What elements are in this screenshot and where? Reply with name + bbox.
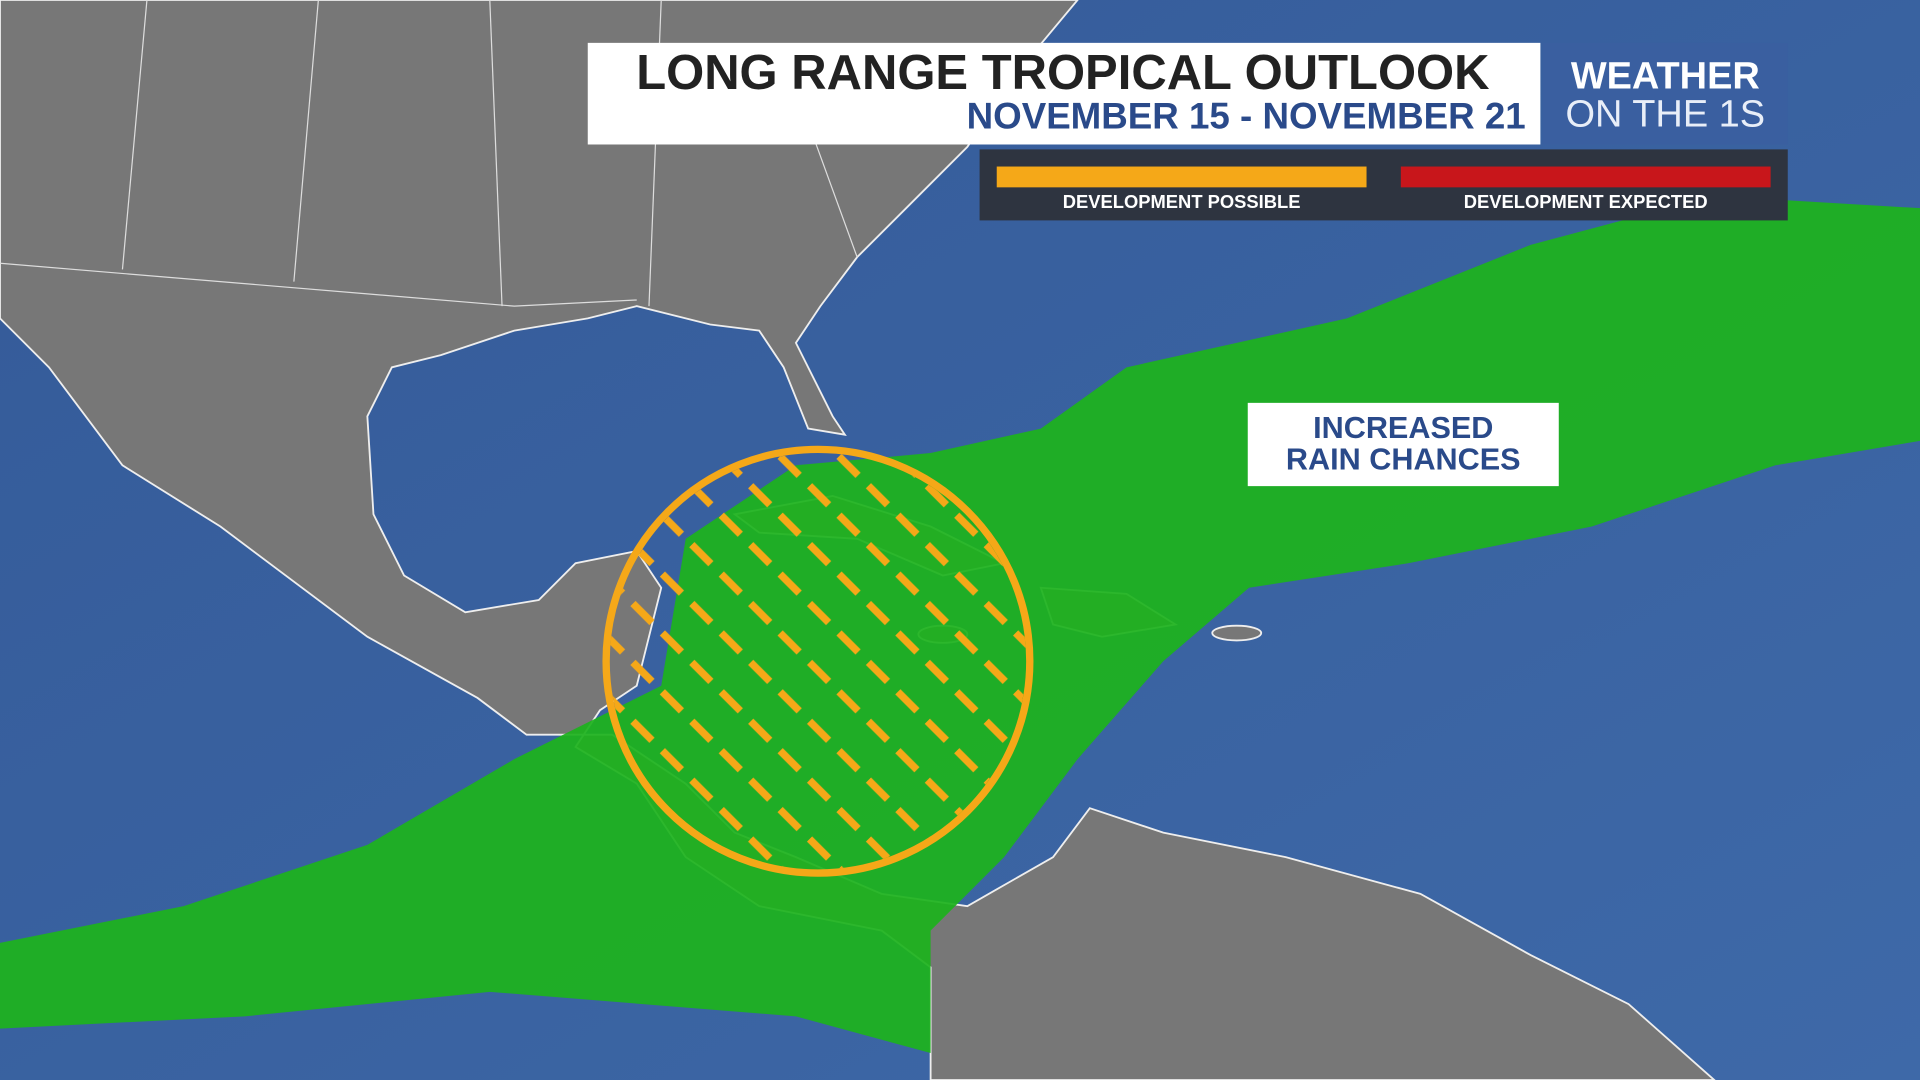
development-circle	[602, 445, 1034, 877]
legend-swatch	[996, 166, 1367, 188]
hatch	[609, 453, 1027, 870]
legend-label: DEVELOPMENT POSSIBLE	[1063, 191, 1301, 212]
title: LONG RANGE TROPICAL OUTLOOK	[636, 46, 1489, 100]
legend-label: DEVELOPMENT EXPECTED	[1464, 191, 1708, 212]
brand-line1: WEATHER	[1571, 55, 1760, 97]
header-box	[587, 42, 1541, 145]
annotation-box	[1247, 402, 1559, 487]
legend: DEVELOPMENT POSSIBLE DEVELOPMENT EXPECTED	[996, 166, 1771, 212]
annotation-line: RAIN CHANCES	[1286, 443, 1521, 477]
annotation-line: INCREASED	[1313, 411, 1493, 445]
brand-box	[1542, 42, 1788, 145]
legend-swatch	[1400, 166, 1771, 188]
brand-line2: ON THE 1S	[1566, 93, 1766, 135]
dates: NOVEMBER 15 - NOVEMBER 21	[967, 95, 1526, 136]
